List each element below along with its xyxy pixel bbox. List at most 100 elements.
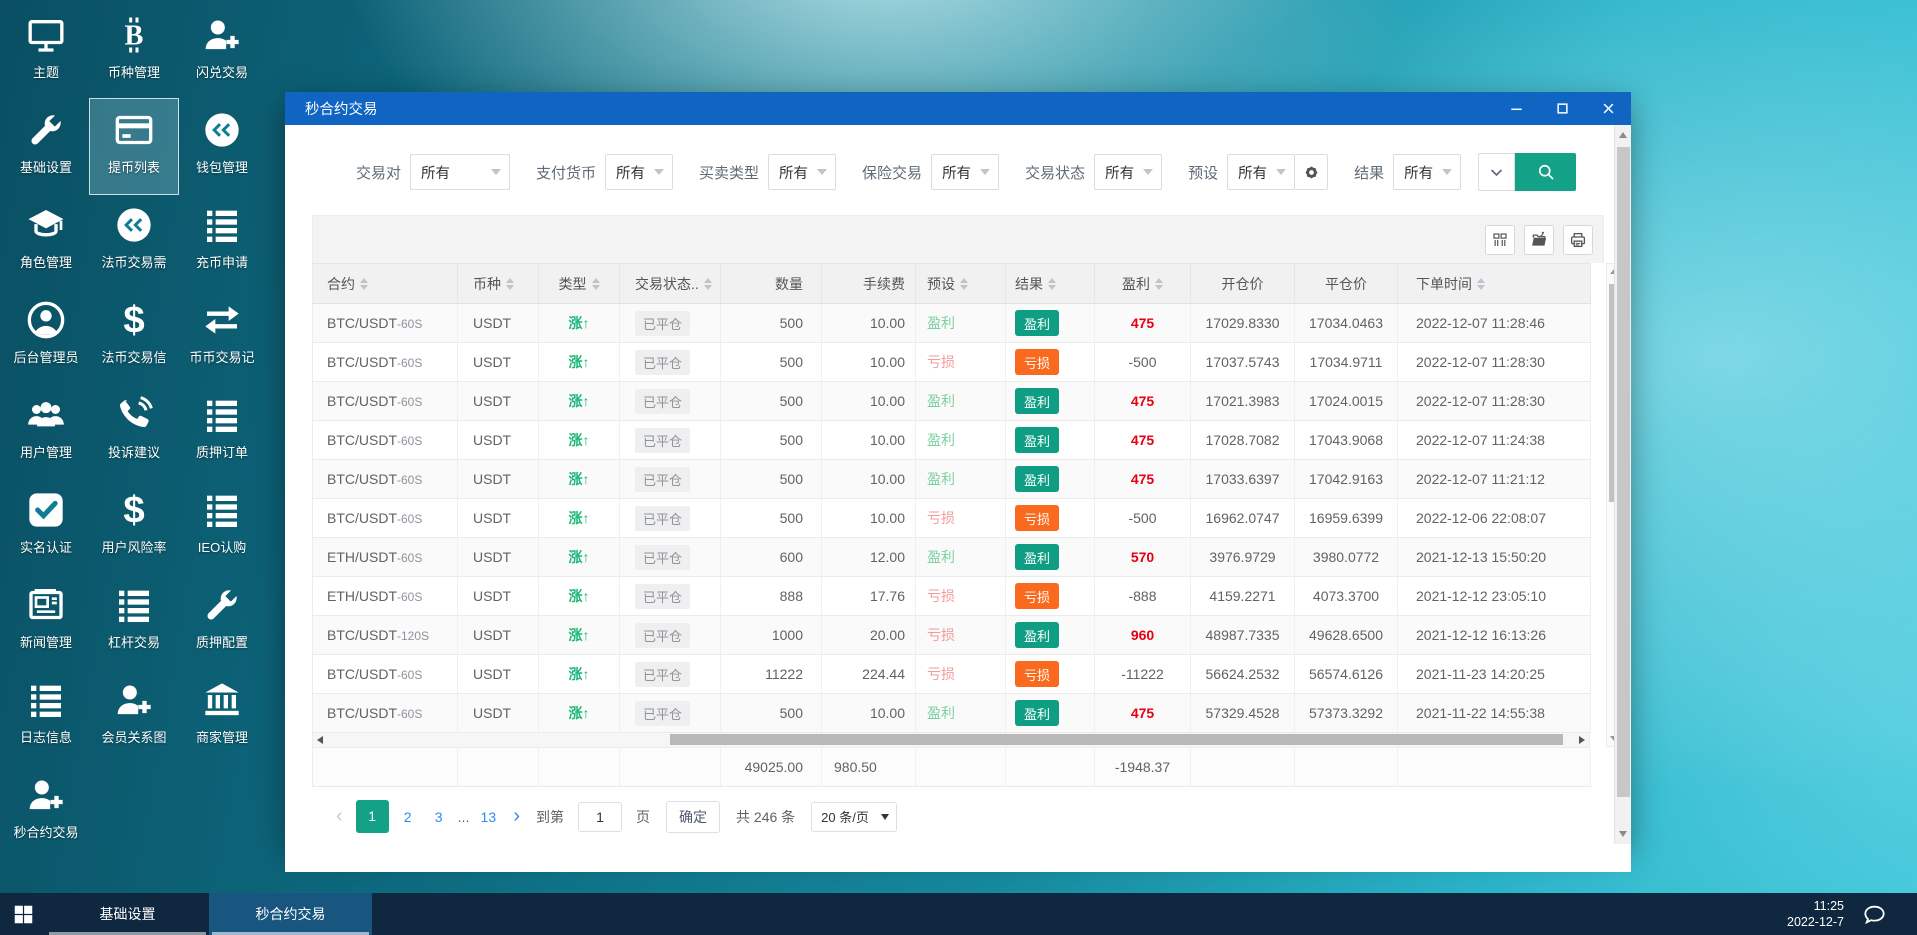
desktop-icon[interactable]: 闪兑交易 [178, 4, 266, 99]
sort-icon[interactable] [1155, 277, 1163, 290]
collapse-filters-button[interactable] [1478, 153, 1516, 191]
cell-fee: 10.00 [821, 498, 916, 538]
taskbar-clock[interactable]: 11:25 2022-12-7 [1787, 898, 1844, 930]
desktop-icon[interactable]: 质押配置 [178, 574, 266, 669]
filter-select[interactable]: 所有 [1227, 154, 1296, 190]
filter-select[interactable]: 所有 [768, 154, 837, 190]
taskbar-item[interactable]: 秒合约交易 [209, 893, 372, 935]
desktop-icon[interactable]: 日志信息 [2, 669, 90, 764]
sort-icon[interactable] [1048, 277, 1056, 290]
sort-icon[interactable] [960, 277, 968, 290]
scroll-up-icon[interactable] [1619, 132, 1627, 138]
sort-icon[interactable] [703, 277, 712, 290]
scroll-down-icon[interactable] [1619, 831, 1627, 837]
table-row[interactable]: BTC/USDT-60S USDT 涨↑ 已平仓 500 10.00 盈利 盈利… [312, 420, 1591, 460]
cell-profit: -11222 [1094, 654, 1191, 694]
desktop-icon[interactable]: 币币交易记 [178, 289, 266, 384]
desktop-icon[interactable]: $ 用户风险率 [90, 479, 178, 574]
table-row[interactable]: BTC/USDT-60S USDT 涨↑ 已平仓 500 10.00 亏损 亏损… [312, 498, 1591, 538]
goto-page-input[interactable] [578, 801, 623, 832]
desktop-icon[interactable]: 投诉建议 [90, 384, 178, 479]
desktop-icon[interactable]: 提币列表 [89, 98, 179, 195]
print-button[interactable] [1563, 224, 1593, 255]
desktop-icon[interactable]: 基础设置 [2, 99, 90, 194]
filter-select[interactable]: 所有 [410, 154, 511, 190]
column-header[interactable]: 币种 [457, 263, 539, 304]
minimize-button[interactable] [1493, 92, 1539, 125]
desktop-icon-label: 基础设置 [19, 160, 72, 175]
desktop-icon[interactable]: 杠杆交易 [90, 574, 178, 669]
desktop-icon[interactable]: 角色管理 [2, 194, 90, 289]
desktop-icon[interactable]: 法币交易需 [90, 194, 178, 289]
close-button[interactable] [1585, 92, 1631, 125]
desktop-icon[interactable]: 新闻管理 [2, 574, 90, 669]
desktop-icon-label: 法币交易信 [101, 350, 167, 365]
page-number-button[interactable]: 1 [355, 800, 389, 833]
table-row[interactable]: BTC/USDT-60S USDT 涨↑ 已平仓 11222 224.44 亏损… [312, 654, 1591, 694]
sort-icon[interactable] [1477, 277, 1485, 290]
page-size-select[interactable]: 20 条/页 [811, 801, 898, 832]
maximize-button[interactable] [1539, 92, 1585, 125]
desktop-icon[interactable]: 实名认证 [2, 479, 90, 574]
prev-page-button[interactable]: ‹ [336, 805, 343, 827]
table-row[interactable]: BTC/USDT-60S USDT 涨↑ 已平仓 500 10.00 盈利 盈利… [312, 381, 1591, 421]
column-header[interactable]: 交易状态.. [619, 263, 721, 304]
column-header[interactable]: 下单时间 [1397, 263, 1591, 304]
page-number-button[interactable]: 13 [480, 808, 497, 825]
cell-quantity: 500 [720, 303, 822, 343]
scroll-left-icon[interactable] [317, 736, 323, 744]
table-row[interactable]: BTC/USDT-120S USDT 涨↑ 已平仓 1000 20.00 亏损 … [312, 615, 1591, 655]
filter-select[interactable]: 所有 [931, 154, 1000, 190]
sort-icon[interactable] [360, 277, 368, 290]
desktop-icon[interactable]: 主题 [2, 4, 90, 99]
column-settings-button[interactable] [1485, 224, 1515, 255]
table-row[interactable]: BTC/USDT-60S USDT 涨↑ 已平仓 500 10.00 盈利 盈利… [312, 459, 1591, 499]
preset-gear-button[interactable] [1295, 154, 1329, 190]
desktop-icon[interactable]: 充币申请 [178, 194, 266, 289]
wrench-icon [25, 109, 67, 151]
export-button[interactable] [1524, 224, 1554, 255]
chat-bubble-icon[interactable] [1862, 902, 1887, 927]
confirm-button[interactable]: 确定 [666, 800, 721, 833]
column-header[interactable]: 类型 [538, 263, 620, 304]
taskbar-item[interactable]: 基础设置 [46, 893, 209, 935]
desktop-icon[interactable]: IEO认购 [178, 479, 266, 574]
filter-select[interactable]: 所有 [1094, 154, 1163, 190]
window-vertical-scrollbar-thumb[interactable] [1617, 147, 1630, 797]
desktop-icon[interactable]: 会员关系图 [90, 669, 178, 764]
desktop-icon[interactable]: 秒合约交易 [2, 764, 90, 859]
filter-select[interactable]: 所有 [605, 154, 674, 190]
table-row[interactable]: ETH/USDT-60S USDT 涨↑ 已平仓 600 12.00 盈利 盈利… [312, 537, 1591, 577]
desktop-icon[interactable]: 质押订单 [178, 384, 266, 479]
table-row[interactable]: BTC/USDT-60S USDT 涨↑ 已平仓 500 10.00 盈利 盈利… [312, 693, 1591, 733]
filter-select[interactable]: 所有 [1393, 154, 1462, 190]
desktop-icon[interactable]: B 币种管理 [90, 4, 178, 99]
filter-select-value: 所有 [942, 165, 972, 182]
page-number-button[interactable]: 3 [434, 808, 443, 825]
sort-icon[interactable] [591, 277, 600, 290]
search-button[interactable] [1515, 153, 1577, 191]
scroll-right-icon[interactable] [1579, 736, 1585, 744]
cell-profit: 960 [1094, 615, 1191, 655]
column-header[interactable]: 结果 [1005, 263, 1095, 304]
desktop-icon[interactable]: $ 法币交易信 [90, 289, 178, 384]
next-page-button[interactable]: › [513, 805, 521, 827]
column-header[interactable]: 合约 [312, 263, 458, 304]
column-header: 开仓价 [1190, 263, 1295, 304]
cell-close-price: 49628.6500 [1294, 615, 1398, 655]
horizontal-scrollbar-thumb[interactable] [670, 734, 1564, 745]
window-titlebar[interactable]: 秒合约交易 [285, 92, 1631, 125]
table-row[interactable]: BTC/USDT-60S USDT 涨↑ 已平仓 500 10.00 盈利 盈利… [312, 303, 1591, 343]
column-header[interactable]: 盈利 [1094, 263, 1191, 304]
column-header[interactable]: 预设 [915, 263, 1006, 304]
desktop-icon[interactable]: 后台管理员 [2, 289, 90, 384]
desktop-icon[interactable]: 商家管理 [178, 669, 266, 764]
desktop-icon[interactable]: 用户管理 [2, 384, 90, 479]
table-row[interactable]: ETH/USDT-60S USDT 涨↑ 已平仓 888 17.76 亏损 亏损… [312, 576, 1591, 616]
table-row[interactable]: BTC/USDT-60S USDT 涨↑ 已平仓 500 10.00 亏损 亏损… [312, 342, 1591, 382]
sort-icon[interactable] [506, 277, 514, 290]
filter-item: 保险交易 所有 [862, 154, 1000, 190]
desktop-icon[interactable]: 钱包管理 [178, 99, 266, 194]
page-number-button[interactable]: 2 [403, 808, 412, 825]
start-button[interactable] [0, 893, 46, 935]
